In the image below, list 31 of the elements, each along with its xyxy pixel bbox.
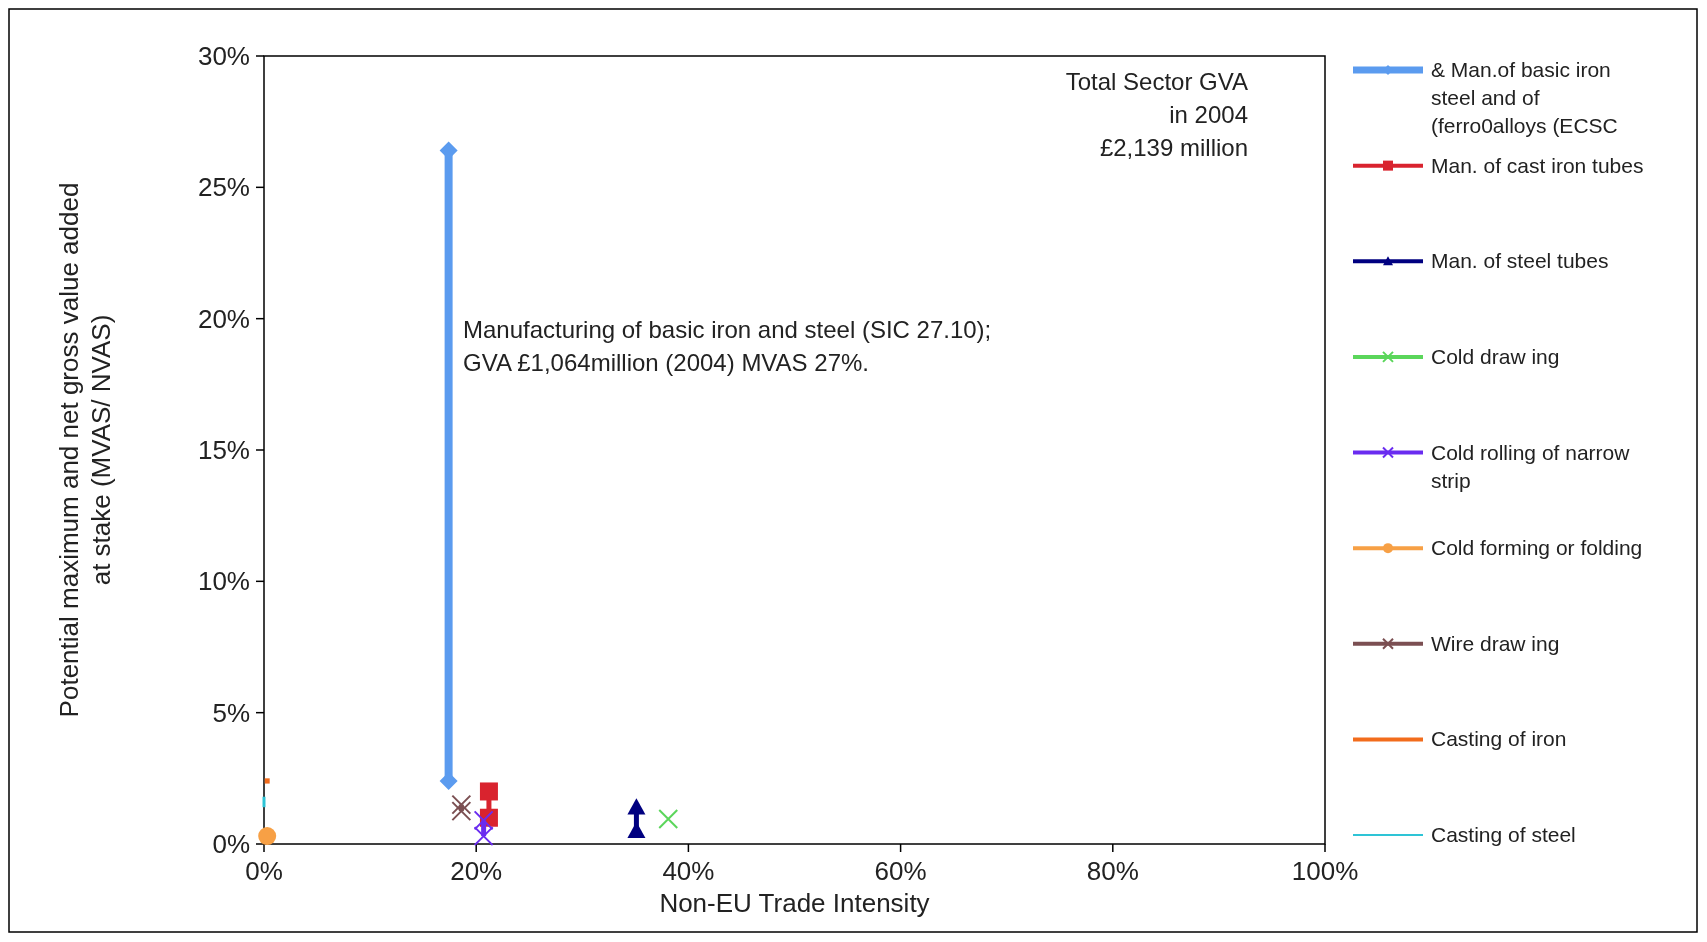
legend-label: & Man.of basic iron steel and of (ferro0alloys (ECSC (1431, 58, 1618, 137)
x-tick-label: 0% (245, 856, 283, 886)
legend-label: Man. of cast iron tubes (1431, 153, 1644, 177)
legend-label: Casting of steel (1431, 823, 1576, 846)
legend-label: Casting of iron (1431, 727, 1567, 751)
y-tick-label: 30% (197, 41, 250, 71)
point (451, 794, 472, 815)
legend-label: Wire draw ing (1431, 631, 1560, 655)
x-tick-label: 80% (1086, 856, 1139, 886)
y-tick-label: 5% (212, 697, 250, 728)
x-tick-label: 100% (1291, 856, 1359, 886)
x-tick-label: 40% (662, 856, 715, 886)
y-tick-label: 15% (197, 435, 250, 465)
y-tick-label: 20% (197, 303, 250, 334)
y-tick-label: 0% (212, 829, 250, 859)
y-axis-title: Potential maximum and net gross value added at stake (MVAS/ NVAS) (54, 182, 116, 718)
x-tick-label: 60% (874, 856, 927, 886)
annotation: Manufacturing of basic iron and steel (SIC 27.10); GVA £1,064million (2004) MVAS 27%. (463, 316, 992, 376)
point (451, 801, 472, 822)
point (479, 782, 498, 801)
y-tick-label: 25% (197, 172, 250, 203)
legend-label: Cold forming or folding (1431, 536, 1643, 560)
x-tick-label: 20% (450, 856, 503, 886)
point (258, 827, 277, 846)
annotation: Total Sector GVA in 2004 £2,139 million (1065, 68, 1248, 161)
y-tick-label: 10% (197, 566, 250, 597)
x-axis-title: Non-EU Trade Intensity (659, 888, 930, 918)
legend-label: Man. of steel tubes (1431, 249, 1609, 273)
legend-label: Cold draw ing (1431, 344, 1560, 368)
point (658, 809, 679, 830)
legend-label: Cold rolling of narrow strip (1431, 440, 1631, 492)
